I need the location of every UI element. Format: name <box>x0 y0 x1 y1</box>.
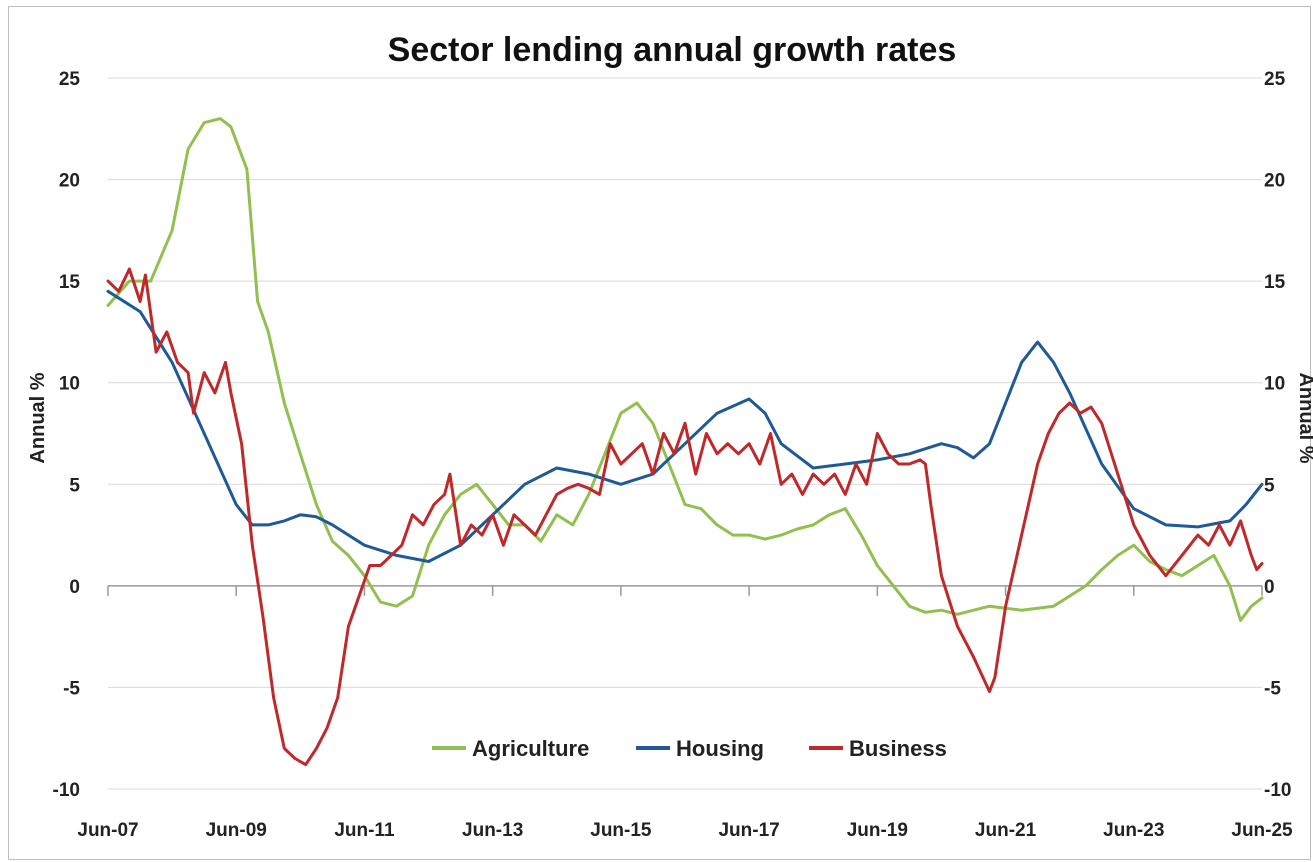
gridlines <box>108 77 1262 790</box>
chart-frame <box>8 6 1311 860</box>
y-tick-label-left: 25 <box>59 69 81 90</box>
y-axis-left-label: Annual % <box>27 372 49 463</box>
x-tick-label: Jun-07 <box>77 820 138 841</box>
y-tick-label-right: 0 <box>1264 577 1275 598</box>
y-tick-label-right: 15 <box>1264 272 1286 293</box>
y-tick-label-right: 5 <box>1264 475 1275 496</box>
y-axis-left: 25 20 15 10 5 0 -5 -10 <box>53 69 81 801</box>
x-tick-label: Jun-17 <box>718 820 779 841</box>
y-tick-label-right: 20 <box>1264 171 1285 192</box>
x-tick-label: Jun-21 <box>975 820 1037 841</box>
legend: Agriculture Housing Business <box>432 736 947 761</box>
series-line-housing <box>106 289 1264 563</box>
x-tick-label: Jun-09 <box>206 820 267 841</box>
x-tick-label: Jun-25 <box>1231 820 1293 841</box>
x-tick-label: Jun-13 <box>462 820 523 841</box>
y-tick-label-left: 10 <box>59 374 80 395</box>
y-tick-label-left: -5 <box>63 678 80 699</box>
y-tick-label-right: -5 <box>1264 678 1281 699</box>
y-tick-label-left: 0 <box>69 577 80 598</box>
y-tick-label-right: 10 <box>1264 374 1285 395</box>
x-tick-label: Jun-15 <box>590 820 652 841</box>
series-line-business <box>106 267 1264 767</box>
x-tick-label: Jun-23 <box>1103 820 1164 841</box>
x-tick-label: Jun-19 <box>847 820 908 841</box>
y-tick-label-left: 15 <box>59 272 81 293</box>
series-line-agriculture <box>106 117 1264 622</box>
legend-label-business: Business <box>849 736 947 761</box>
y-tick-label-left: -10 <box>53 780 80 801</box>
chart-title: Sector lending annual growth rates <box>388 31 957 69</box>
y-tick-label-left: 20 <box>59 171 80 192</box>
y-tick-label-right: 25 <box>1264 69 1286 90</box>
series-group <box>106 117 1264 767</box>
legend-label-housing: Housing <box>676 736 764 761</box>
y-tick-label-left: 5 <box>69 475 80 496</box>
y-tick-label-right: -10 <box>1264 780 1291 801</box>
legend-label-agriculture: Agriculture <box>472 736 589 761</box>
y-axis-right-label: Annual % <box>1295 372 1313 463</box>
y-axis-right: 25 20 15 10 5 0 -5 -10 <box>1264 69 1291 801</box>
x-tick-label: Jun-11 <box>334 820 395 841</box>
x-axis: Jun-07 Jun-09 Jun-11 Jun-13 Jun-15 Jun-17 Jun-… <box>77 585 1293 841</box>
